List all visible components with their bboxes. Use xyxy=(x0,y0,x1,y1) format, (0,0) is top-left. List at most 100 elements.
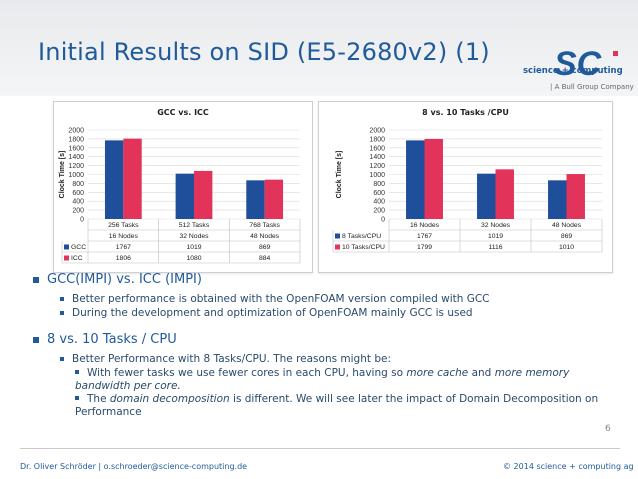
bullet-tasks-per-cpu: 8 vs. 10 Tasks / CPU xyxy=(33,332,177,347)
sub-bullet: During the development and optimization … xyxy=(60,307,473,319)
y-tick-label: 800 xyxy=(373,181,385,188)
y-tick-label: 400 xyxy=(72,199,84,206)
chart-title: GCC vs. ICC xyxy=(157,108,209,117)
table-cell: 1010 xyxy=(559,244,574,251)
y-tick-label: 1400 xyxy=(369,154,385,161)
x-tick-label: 256 Tasks xyxy=(108,222,139,229)
legend-swatch-icon xyxy=(64,244,69,250)
x-tick-label: 768 Tasks xyxy=(249,222,280,229)
bar xyxy=(406,140,425,219)
logo-letters: SC xyxy=(554,45,602,83)
table-cell: 1080 xyxy=(186,255,201,262)
slide-title: Initial Results on SID (E5-2680v2) (1) xyxy=(38,38,490,66)
slide-header xyxy=(0,0,638,96)
y-tick-label: 0 xyxy=(381,217,385,224)
y-tick-label: 1600 xyxy=(369,145,385,152)
y-tick-label: 2000 xyxy=(68,128,84,135)
footer-divider xyxy=(20,448,620,449)
y-tick-label: 1200 xyxy=(369,163,385,170)
bar xyxy=(495,169,514,219)
bar xyxy=(194,170,213,219)
table-cell: 1806 xyxy=(116,255,131,262)
y-axis-label: Clock Time [s] xyxy=(336,151,343,199)
bullet-text: 8 vs. 10 Tasks / CPU xyxy=(47,332,177,347)
chart-panel-gcc-vs-icc: GCC vs. ICC 2000 1800 1600 1400 1200 1000 800 6… xyxy=(53,101,313,273)
x-tick-label: 48 Nodes xyxy=(552,222,582,229)
table-cell: 869 xyxy=(561,233,573,240)
y-tick-label: 0 xyxy=(80,217,84,224)
bar xyxy=(104,140,124,219)
table-cell: 1799 xyxy=(417,244,432,251)
bullet-square-icon xyxy=(75,370,79,374)
bar xyxy=(175,173,194,219)
bullet-square-icon xyxy=(33,276,39,283)
legend-label: 10 Tasks/CPU xyxy=(342,244,385,251)
table-cell: 1116 xyxy=(488,244,502,251)
y-axis-label: Clock Time [s] xyxy=(59,151,66,199)
chart-gcc-vs-icc: 2000180016001400120010008006004002000Clo… xyxy=(59,128,301,264)
y-tick-label: 1600 xyxy=(68,145,84,152)
table-cell: 1019 xyxy=(186,244,201,251)
chart-tasks-per-cpu: 2000180016001400120010008006004002000Clo… xyxy=(332,128,603,253)
logo-dot xyxy=(613,51,618,56)
bar xyxy=(566,174,585,219)
bar xyxy=(548,180,567,219)
sub-sub-bullet: The domain decomposition is different. W… xyxy=(75,393,599,418)
y-tick-label: 2000 xyxy=(369,128,385,135)
bullet-square-icon xyxy=(33,336,39,343)
legend-swatch-icon xyxy=(335,244,340,250)
sub-sub-bullet: With fewer tasks we use fewer cores in e… xyxy=(75,367,570,392)
bullet-gcc-vs-icc: GCC(IMPI) vs. ICC (IMPI) xyxy=(33,272,202,287)
x-tick-label: 16 Nodes xyxy=(410,222,440,229)
table-cell: 1767 xyxy=(116,244,131,251)
y-tick-label: 1800 xyxy=(369,136,385,143)
x-tick-label: 48 Nodes xyxy=(250,233,280,240)
bullet-text: GCC(IMPI) vs. ICC (IMPI) xyxy=(47,272,202,287)
y-tick-label: 200 xyxy=(72,208,84,215)
bar xyxy=(264,179,284,219)
table-cell: 1767 xyxy=(417,233,432,240)
footer-copyright: © 2014 science + computing ag xyxy=(503,462,634,471)
y-tick-label: 800 xyxy=(72,181,84,188)
bar xyxy=(424,138,443,219)
y-tick-label: 1200 xyxy=(68,163,84,170)
table-cell: 869 xyxy=(259,244,271,251)
sub-bullet: Better performance is obtained with the … xyxy=(60,293,490,305)
legend-label: GCC xyxy=(71,244,86,251)
y-tick-label: 400 xyxy=(373,199,385,206)
chart-title: 8 vs. 10 Tasks /CPU xyxy=(422,108,509,117)
x-tick-label: 16 Nodes xyxy=(109,233,139,240)
bullet-square-icon xyxy=(75,396,79,400)
legend-label: 8 Tasks/CPU xyxy=(342,233,381,240)
y-tick-label: 1800 xyxy=(68,136,84,143)
bullet-square-icon xyxy=(60,357,64,361)
y-tick-label: 600 xyxy=(72,190,84,197)
sc-logo-icon: SC xyxy=(554,45,618,83)
x-tick-label: 32 Nodes xyxy=(179,233,209,240)
bar xyxy=(477,173,496,219)
y-tick-label: 600 xyxy=(373,190,385,197)
legend-swatch-icon xyxy=(335,233,340,239)
logo-group: | A Bull Group Company xyxy=(550,83,634,91)
bullet-text: Better performance is obtained with the … xyxy=(72,293,490,305)
table-cell: 884 xyxy=(259,255,271,262)
logo-company: science + computing xyxy=(523,66,623,76)
x-tick-label: 32 Nodes xyxy=(481,222,511,229)
y-tick-label: 1400 xyxy=(68,154,84,161)
table-cell: 1019 xyxy=(488,233,503,240)
page-number: 6 xyxy=(605,424,611,434)
y-tick-label: 200 xyxy=(373,208,385,215)
bar xyxy=(246,180,265,219)
bullet-square-icon xyxy=(60,297,64,301)
bar xyxy=(123,138,142,219)
x-tick-label: 512 Tasks xyxy=(179,222,210,229)
sub-bullet: Better Performance with 8 Tasks/CPU. The… xyxy=(60,353,391,365)
chart-panel-tasks-per-cpu: 8 vs. 10 Tasks /CPU 2000 1800 1600 1400 1200… xyxy=(318,101,613,273)
legend-swatch-icon xyxy=(64,255,69,261)
bullet-text: Better Performance with 8 Tasks/CPU. The… xyxy=(72,353,391,365)
footer-author: Dr. Oliver Schröder | o.schroeder@scienc… xyxy=(20,462,248,471)
legend-label: ICC xyxy=(71,255,83,262)
bullet-square-icon xyxy=(60,311,64,315)
y-tick-label: 1000 xyxy=(369,172,385,179)
bullet-text: During the development and optimization … xyxy=(72,307,473,319)
